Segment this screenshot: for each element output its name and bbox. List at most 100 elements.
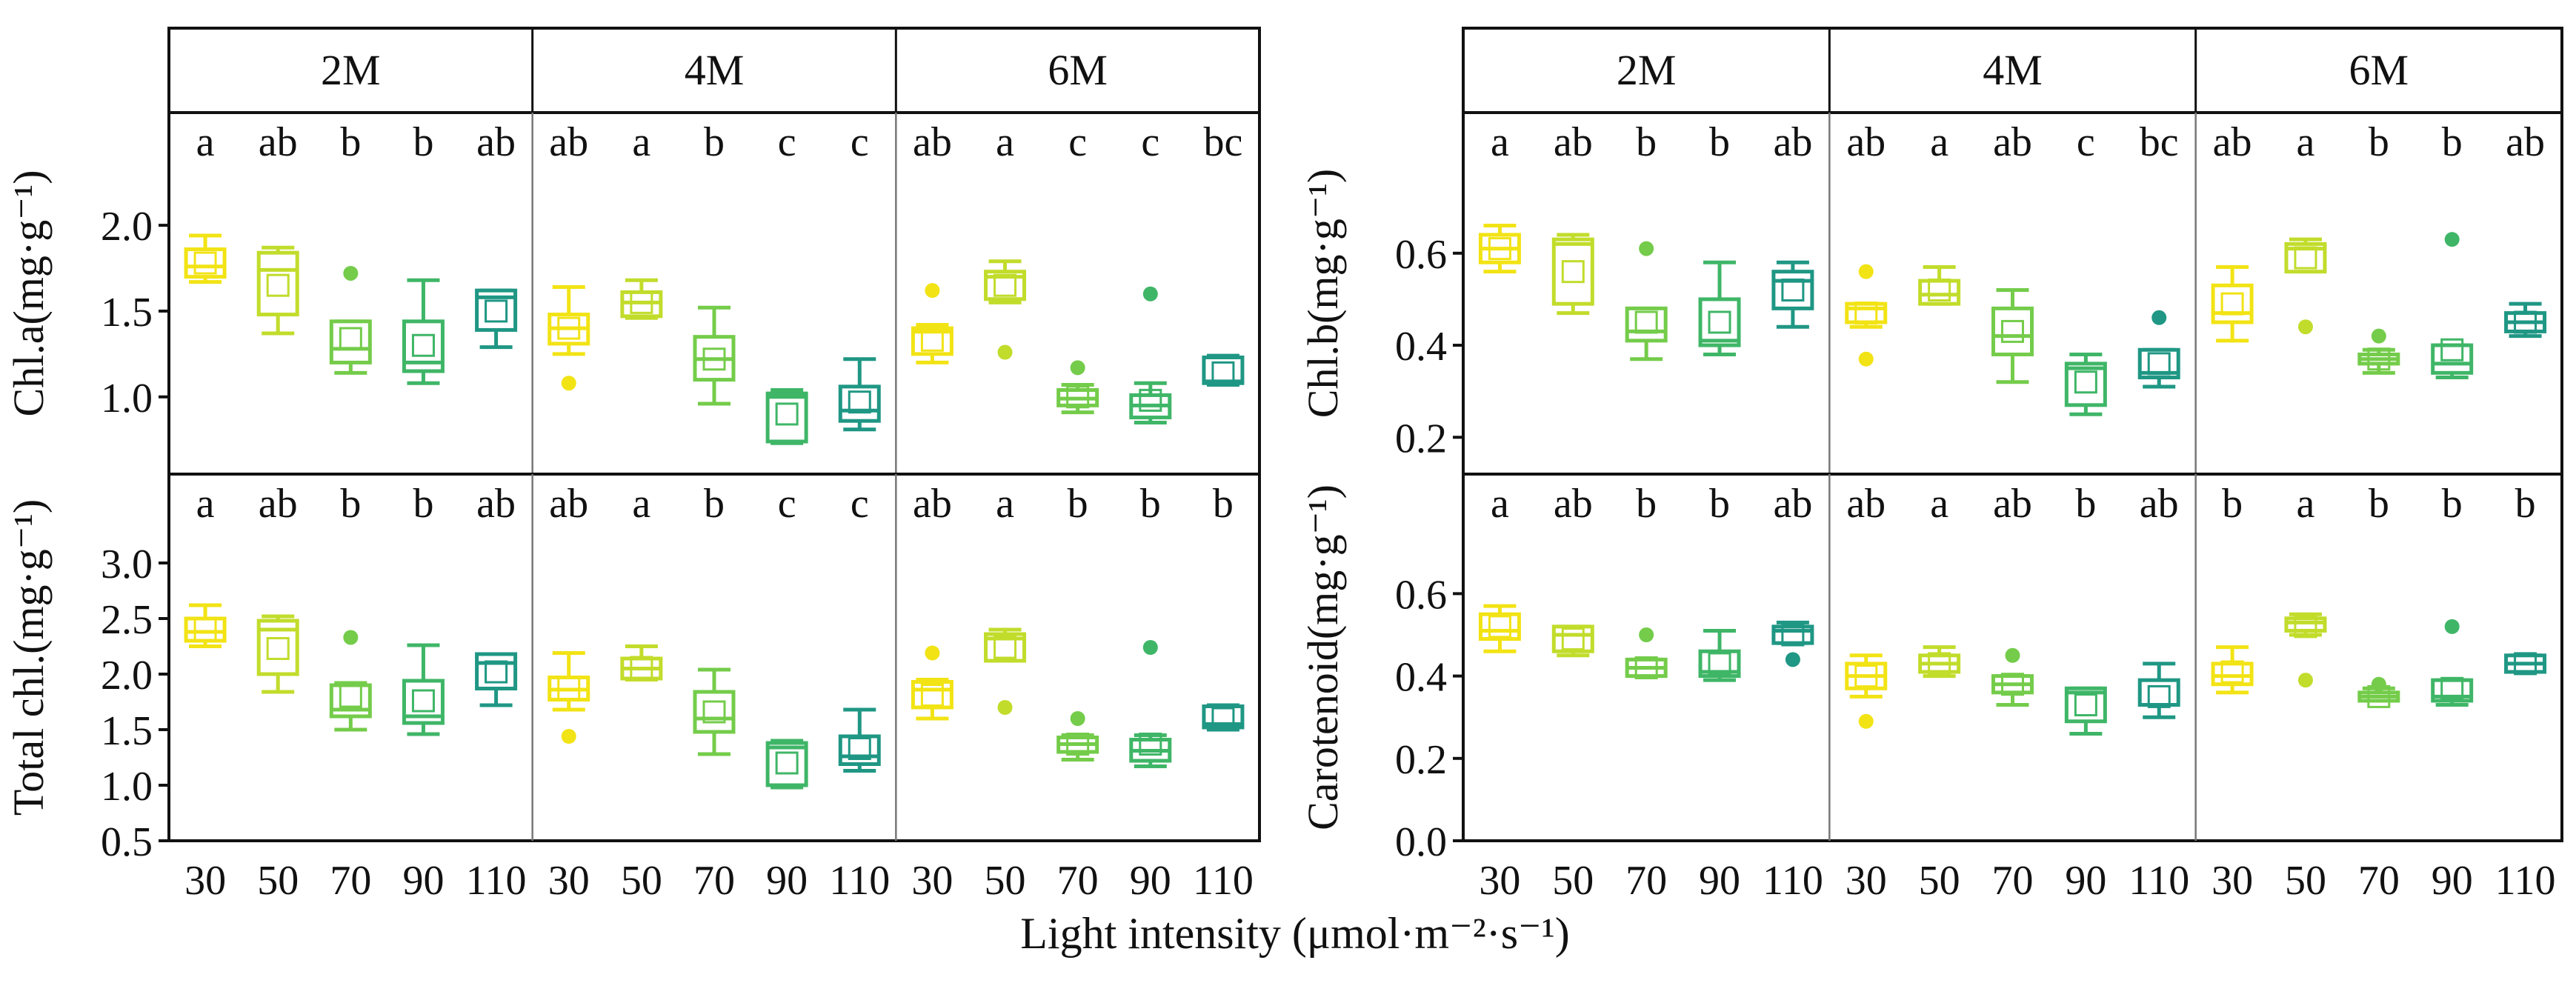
- outlier-point: [561, 729, 576, 744]
- y-tick-label: 0.2: [1395, 737, 1447, 783]
- significance-letter: ab: [549, 481, 588, 527]
- x-tick-label: 70: [1625, 858, 1667, 904]
- mean-marker: [2294, 615, 2317, 639]
- box-iqr: [765, 391, 808, 444]
- box-plot: [2137, 310, 2180, 389]
- panel-frame: [1462, 473, 2563, 842]
- mean-marker: [2001, 673, 2024, 696]
- outlier-point: [1070, 360, 1085, 376]
- box-plot: [2431, 232, 2474, 380]
- y-tick-label: 0.0: [1395, 819, 1447, 865]
- box-plot: [329, 630, 372, 732]
- significance-letter: b: [1709, 481, 1730, 527]
- box-iqr: [2211, 283, 2254, 324]
- box-plot: [1129, 286, 1172, 425]
- box-plot: [693, 667, 736, 756]
- mean-marker: [1066, 385, 1090, 409]
- x-tick-label: 30: [1846, 858, 1887, 904]
- mean-marker: [411, 333, 435, 357]
- x-tick-label: 70: [2358, 858, 2400, 904]
- x-tick-label: 50: [1919, 858, 1960, 904]
- mean-marker: [1854, 301, 1878, 325]
- box-plot: [838, 357, 881, 432]
- box-iqr: [1202, 355, 1245, 385]
- significance-letter: bc: [1204, 119, 1243, 165]
- y-tick-label: 0.6: [1395, 232, 1447, 278]
- outlier-point: [2005, 647, 2020, 663]
- outlier-point: [1142, 286, 1158, 301]
- x-tick-label: 90: [2432, 858, 2473, 904]
- x-tick-label: 90: [1130, 858, 1171, 904]
- significance-letter: a: [2297, 119, 2315, 165]
- box-plot: [1551, 233, 1594, 316]
- mean-marker: [1066, 733, 1090, 756]
- significance-letter: ab: [913, 481, 952, 527]
- significance-letter: b: [2222, 481, 2243, 527]
- x-tick-label: 50: [1552, 858, 1594, 904]
- significance-letter: ab: [476, 481, 516, 527]
- box-plot: [1202, 353, 1245, 387]
- x-tick-label: 90: [2065, 858, 2106, 904]
- box-iqr: [1551, 624, 1594, 653]
- mean-marker: [266, 637, 290, 660]
- outlier-point: [1639, 241, 1654, 256]
- mean-marker: [2220, 292, 2244, 316]
- box-plot: [2504, 301, 2547, 339]
- mean-marker: [630, 290, 653, 314]
- significance-letter: a: [196, 119, 215, 165]
- significance-letter: b: [704, 481, 725, 527]
- x-tick-label: 50: [2285, 858, 2326, 904]
- significance-letter: a: [1491, 481, 1509, 527]
- x-tick-label: 90: [766, 858, 808, 904]
- outlier-point: [925, 645, 940, 661]
- mean-marker: [775, 402, 799, 426]
- significance-letter: c: [778, 119, 796, 165]
- x-tick-label: 30: [1479, 858, 1520, 904]
- significance-letter: b: [1636, 481, 1657, 527]
- y-axis-label: Chl.a(mg·g⁻¹): [4, 170, 53, 416]
- mean-marker: [920, 328, 944, 352]
- box-plot: [1551, 624, 1594, 658]
- outlier-point: [2297, 319, 2313, 335]
- mean-marker: [2074, 693, 2097, 717]
- box-plot: [2284, 612, 2327, 688]
- panel-frame: [167, 473, 1261, 842]
- significance-letter: c: [2077, 119, 2095, 165]
- significance-letter: a: [1930, 481, 1948, 527]
- mean-marker: [848, 390, 871, 414]
- x-tick-label: 70: [1992, 858, 2034, 904]
- outlier-point: [561, 376, 576, 391]
- mean-marker: [1854, 664, 1878, 688]
- box-plot: [256, 245, 299, 336]
- x-tick-label: 110: [2129, 858, 2189, 904]
- month-label: 6M: [1048, 46, 1108, 94]
- mean-marker: [1488, 237, 1511, 261]
- mean-marker: [1928, 279, 1951, 302]
- box-plot: [475, 652, 518, 707]
- mean-marker: [702, 347, 726, 371]
- box-iqr: [1991, 306, 2034, 356]
- y-axis-label: Total chl.(mg·g⁻¹): [4, 499, 53, 816]
- panel-frame: [167, 111, 1261, 476]
- mean-marker: [557, 677, 581, 700]
- significance-letter: b: [1068, 481, 1088, 527]
- significance-letter: b: [1140, 481, 1161, 527]
- mean-marker: [994, 273, 1017, 297]
- outlier-point: [343, 265, 359, 281]
- x-tick-label: 30: [184, 858, 226, 904]
- significance-letter: b: [2442, 481, 2463, 527]
- mean-marker: [485, 660, 508, 684]
- x-axis-label: Light intensity (μmol·m⁻²·s⁻¹): [1020, 909, 1569, 958]
- mean-marker: [339, 327, 362, 350]
- significance-letter: c: [778, 481, 796, 527]
- outlier-point: [2371, 676, 2386, 692]
- y-axis-label: Carotenoid(mg·g⁻¹): [1299, 484, 1347, 830]
- box-plot: [184, 233, 227, 284]
- significance-letter: ab: [1846, 481, 1886, 527]
- outlier-point: [2371, 328, 2386, 344]
- box-plot: [1698, 628, 1741, 682]
- outlier-point: [1785, 652, 1800, 667]
- significance-letter: b: [340, 119, 361, 165]
- mean-marker: [2514, 652, 2537, 676]
- month-label: 6M: [2349, 46, 2409, 94]
